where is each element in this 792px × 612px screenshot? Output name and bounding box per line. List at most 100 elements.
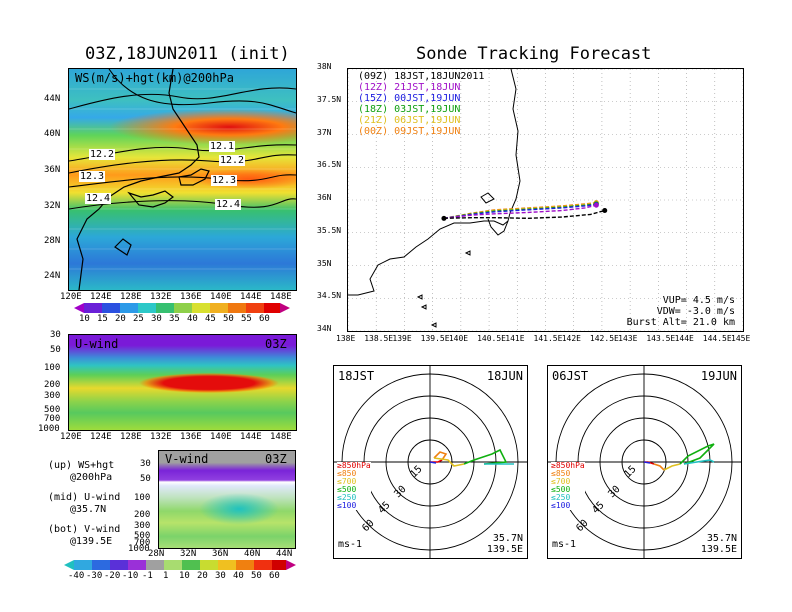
v-x-tick: 36N <box>212 549 229 559</box>
track-legend: (09Z) 18JST,18JUN2011 (12Z) 21JST,18JUN … <box>358 71 484 137</box>
ws-x-tick: 124E <box>90 292 112 302</box>
ws-colorbar-label: 15 <box>97 314 108 324</box>
v-colorbar-label: -30 <box>86 571 103 581</box>
hodo-right-lat: 35.7N <box>706 533 737 544</box>
hodo-ring-label: 45 <box>376 500 392 516</box>
coastlines <box>76 69 210 290</box>
ws-map-label: WS(m/s)+hgt(km)@200hPa <box>75 71 234 85</box>
contour-label: 12.3 <box>211 175 238 186</box>
v-y-tick: 1000 <box>128 544 150 554</box>
legend-item-15z: (15Z) 00JST,19JUN <box>358 93 461 104</box>
level-label: ≤250 <box>551 493 571 502</box>
level-label: ≤100 <box>551 501 571 510</box>
hodo-trace-850 <box>653 463 665 471</box>
contour-label: 12.2 <box>89 149 116 160</box>
hodo-right-levels: ≥850hPa ≤850 ≤700 ≤500 ≤250 ≤100 <box>551 462 585 510</box>
v-wind-panel: V-wind 03Z <box>158 450 296 549</box>
v-colorbar-label: 10 <box>179 571 190 581</box>
track-x-tick: 141.5E <box>533 334 563 343</box>
v-colorbar-label: -40 <box>68 571 85 581</box>
contour-label: 12.1 <box>209 141 236 152</box>
level-label: ≤500 <box>551 485 571 494</box>
track-y-tick: 37.5N <box>317 94 342 104</box>
hodo-trace-850 <box>433 451 448 461</box>
ws-x-tick: 128E <box>120 292 142 302</box>
hodo-right-date: 19JUN <box>700 369 737 383</box>
level-label: ≥850hPa <box>551 461 585 470</box>
ws-x-tick: 144E <box>240 292 262 302</box>
track-x-tick: 138.5E <box>364 334 394 343</box>
sonde-track-line <box>443 203 597 219</box>
u-x-tick: 120E <box>60 432 82 442</box>
note-line: (bot) V-wind <box>48 524 121 535</box>
v-colorbar-label: 50 <box>251 571 262 581</box>
ws-colorbar-label: 55 <box>241 314 252 324</box>
contour-label: 12.4 <box>85 193 112 204</box>
track-x-tick: 142.5E <box>589 334 619 343</box>
v-x-tick: 44N <box>276 549 293 559</box>
hodo-ring-label: 60 <box>574 518 590 534</box>
burst-alt-param: Burst Alt= 21.0 km <box>626 317 735 328</box>
legend-item-18z: (18Z) 03JST,19JUN <box>358 104 461 115</box>
track-x-tick: 145E <box>731 334 751 343</box>
ws-colorbar <box>74 303 290 313</box>
hodo-right-lon: 139.5E <box>700 544 737 555</box>
coastlines <box>348 69 521 328</box>
hodo-left-levels: ≥850hPa ≤850 ≤700 ≤500 ≤250 ≤100 <box>337 462 371 510</box>
sonde-track-line <box>443 204 597 219</box>
note-line: @139.5E <box>70 536 113 547</box>
track-y-tick: 34N <box>317 324 332 333</box>
vdw-param: VDW= -3.0 m/s <box>656 306 735 317</box>
hodo-trace-500 <box>463 448 508 465</box>
v-x-tick: 40N <box>244 549 261 559</box>
track-x-tick: 143E <box>618 334 638 343</box>
level-label: ≤500 <box>337 485 357 494</box>
u-y-tick: 50 <box>50 345 61 355</box>
u-x-tick: 136E <box>180 432 202 442</box>
legend-item-00z: (00Z) 09JST,19JUN <box>358 126 461 137</box>
hodograph-left: 15 30 45 60 18JST 18JUN ≥850hPa ≤850 ≤70… <box>333 365 528 559</box>
ws-y-tick: 32N <box>44 201 61 211</box>
track-map-svg <box>348 69 743 331</box>
height-contours <box>69 69 296 210</box>
ws-y-tick: 36N <box>44 165 61 175</box>
hodo-trace-700 <box>663 463 681 471</box>
u-x-tick: 144E <box>240 432 262 442</box>
hodo-trace-700 <box>433 457 465 467</box>
v-y-tick: 300 <box>134 521 151 531</box>
launch-point <box>441 215 447 221</box>
track-x-tick: 144E <box>674 334 694 343</box>
track-x-tick: 144.5E <box>702 334 732 343</box>
u-x-tick: 132E <box>150 432 172 442</box>
ws-colorbar-label: 50 <box>223 314 234 324</box>
sonde-tracks <box>441 200 608 221</box>
u-y-tick: 30 <box>50 330 61 340</box>
v-colorbar-label: 40 <box>233 571 244 581</box>
level-label: ≤700 <box>337 477 357 486</box>
contour-label: 12.4 <box>215 199 242 210</box>
hodo-ring-label: 15 <box>622 464 638 480</box>
ws-y-tick: 28N <box>44 236 61 246</box>
ws-x-tick: 136E <box>180 292 202 302</box>
hodo-ring-label: 30 <box>606 484 622 500</box>
v-y-tick: 30 <box>140 459 151 469</box>
level-label: ≤850 <box>551 469 571 478</box>
u-x-tick: 140E <box>210 432 232 442</box>
track-y-tick: 38N <box>317 62 332 71</box>
track-y-tick: 36N <box>317 193 332 202</box>
level-label: ≥850hPa <box>337 461 371 470</box>
u-y-tick: 200 <box>44 380 61 390</box>
hodo-left-time: 18JST <box>338 369 375 383</box>
v-colorbar-label: 60 <box>269 571 280 581</box>
ws-x-tick: 120E <box>60 292 82 302</box>
ws-map-panel: WS(m/s)+hgt(km)@200hPa 12.1 12.2 12.2 12… <box>68 68 297 291</box>
v-colorbar-label: -1 <box>142 571 153 581</box>
left-panel-title: 03Z,18JUN2011 (init) <box>85 44 290 64</box>
track-map-panel: (09Z) 18JST,18JUN2011 (12Z) 21JST,18JUN … <box>347 68 744 332</box>
track-y-tick: 34.5N <box>317 291 342 301</box>
track-forecast-title: Sonde Tracking Forecast <box>416 44 652 64</box>
ws-colorbar-label: 10 <box>79 314 90 324</box>
track-x-tick: 140.5E <box>477 334 506 343</box>
hodo-ring-label: 15 <box>408 464 424 480</box>
track-x-tick: 141E <box>505 334 525 343</box>
